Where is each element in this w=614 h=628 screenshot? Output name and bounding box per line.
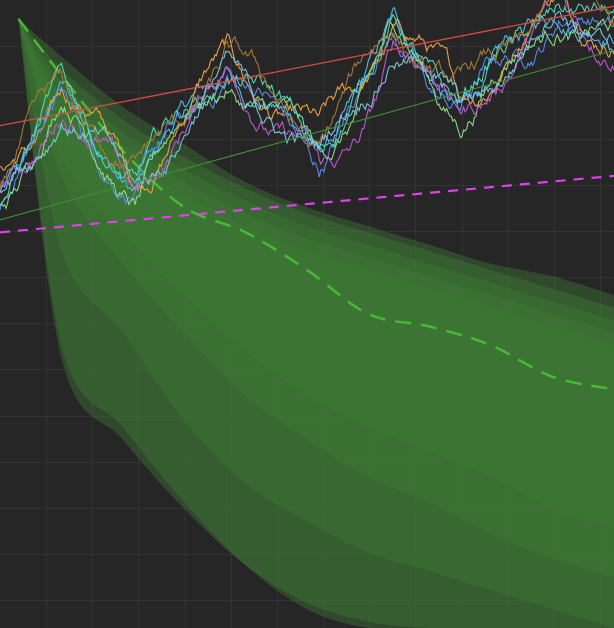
fan-bands: [18, 18, 614, 628]
line-series-4: [0, 15, 614, 210]
fan-band-1: [18, 18, 614, 628]
channel-lower-line: [0, 49, 614, 221]
line-series-7: [0, 0, 614, 190]
line-series-8: [0, 10, 614, 194]
median-line: [17, 18, 614, 391]
channel-upper-line: [0, 5, 614, 127]
fan-band-2: [18, 18, 614, 628]
fan-band-5: [18, 18, 614, 528]
fan-band-4: [18, 18, 614, 578]
line-series-5: [0, 0, 614, 194]
line-series-6: [0, 1, 614, 206]
fan-band-3: [18, 18, 614, 628]
support-line: [0, 174, 614, 234]
line-series-layer: [0, 0, 614, 211]
overlay-lines: [0, 5, 614, 234]
median-layer: [17, 18, 614, 391]
